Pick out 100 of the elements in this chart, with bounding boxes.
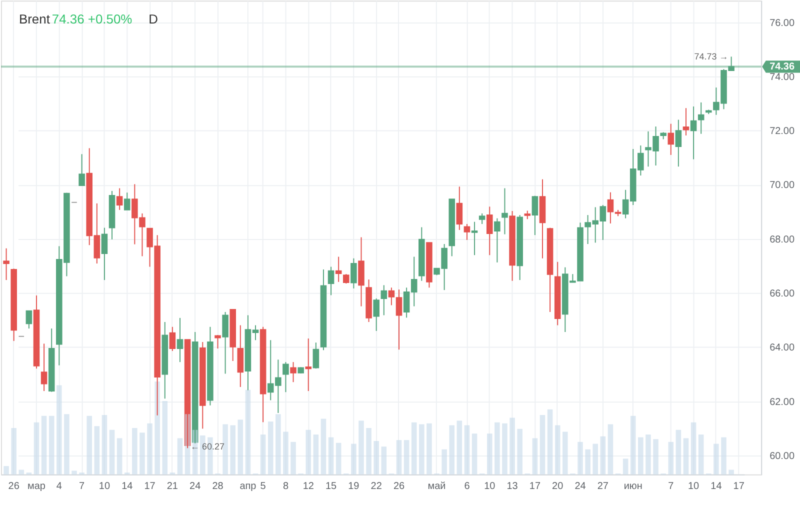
bar xyxy=(72,470,77,474)
x-tick-label: 6 xyxy=(464,480,470,492)
bar xyxy=(646,434,651,474)
x-tick-label: 14 xyxy=(122,480,134,492)
x-tick-label: 7 xyxy=(79,480,86,492)
x-tick-label: 20 xyxy=(552,480,564,492)
x-tick-label: 28 xyxy=(212,480,224,492)
bar xyxy=(419,424,424,474)
bar xyxy=(668,442,674,474)
bar xyxy=(547,409,553,474)
candlestick xyxy=(524,210,531,220)
ref-line-label: 74.36 xyxy=(770,62,795,73)
x-tick-label: 26 xyxy=(393,480,405,492)
x-tick-label: 19 xyxy=(348,480,360,492)
x-tick-label: 24 xyxy=(574,480,586,492)
bar xyxy=(238,420,244,474)
bar xyxy=(683,438,689,474)
annotation: ← 60.27 xyxy=(190,441,224,452)
bar xyxy=(426,423,432,474)
candlestick xyxy=(682,108,690,136)
bar xyxy=(336,442,342,474)
bar xyxy=(358,420,364,474)
bar xyxy=(132,428,138,474)
bar xyxy=(245,390,251,474)
bar xyxy=(578,442,583,474)
bar xyxy=(116,438,122,474)
x-tick-label: 10 xyxy=(98,480,110,492)
bar xyxy=(276,414,281,474)
text: Brent xyxy=(18,12,50,27)
bar xyxy=(48,416,54,474)
x-tick-label: 15 xyxy=(325,480,338,492)
bar xyxy=(11,428,16,474)
bar xyxy=(464,425,470,474)
x-tick-label: 7 xyxy=(668,480,674,492)
bar xyxy=(396,440,402,474)
x-tick-label: 17 xyxy=(733,480,745,492)
x-tick-label: 26 xyxy=(8,480,20,492)
bar xyxy=(532,438,538,474)
x-tick-label: 17 xyxy=(529,480,541,492)
annotation: D xyxy=(148,12,158,27)
y-tick-label: 62.00 xyxy=(770,396,795,408)
bar xyxy=(442,449,447,474)
bar xyxy=(162,401,168,474)
x-tick-label: 22 xyxy=(370,480,382,492)
x-tick-label: апр xyxy=(240,480,257,492)
bar xyxy=(714,444,719,474)
bar xyxy=(374,440,379,474)
bar xyxy=(366,428,372,474)
bar xyxy=(562,432,568,474)
y-tick-label: 70.00 xyxy=(770,180,795,192)
bar xyxy=(283,432,288,474)
bar xyxy=(517,428,522,474)
y-tick-label: 68.00 xyxy=(770,234,795,246)
bar xyxy=(306,430,312,474)
x-tick-label: 13 xyxy=(506,480,518,492)
bar xyxy=(540,414,546,474)
bar xyxy=(381,446,387,474)
bar xyxy=(177,438,183,474)
bar xyxy=(4,466,9,474)
x-tick-label: 17 xyxy=(144,480,156,492)
bar xyxy=(411,422,417,474)
bar xyxy=(456,420,462,474)
bar xyxy=(313,434,319,474)
bar xyxy=(94,426,100,474)
x-tick-label: 21 xyxy=(166,480,178,492)
bar xyxy=(630,416,636,474)
bar xyxy=(64,414,70,474)
annotation: 74.73 → xyxy=(694,51,728,62)
x-tick-label: май xyxy=(428,480,446,492)
x-tick-label: 5 xyxy=(260,480,266,492)
bar xyxy=(510,418,515,474)
text: 74.36 +0.50% xyxy=(52,12,133,27)
bar xyxy=(608,424,614,474)
bar xyxy=(86,416,92,474)
bar xyxy=(147,423,152,474)
bar xyxy=(56,385,62,474)
bar xyxy=(728,470,734,474)
candlestick xyxy=(124,192,130,210)
bar xyxy=(638,437,644,474)
x-tick-label: 27 xyxy=(597,480,609,492)
candlestick xyxy=(78,154,85,186)
bar xyxy=(222,424,228,474)
x-tick-label: 14 xyxy=(710,480,722,492)
bar xyxy=(486,434,492,474)
bar xyxy=(404,440,410,474)
bar xyxy=(351,444,356,474)
y-tick-label: 66.00 xyxy=(770,288,795,300)
bar xyxy=(472,434,478,474)
x-tick-label: 4 xyxy=(56,480,62,492)
candlestick xyxy=(373,298,380,332)
bar xyxy=(34,422,40,474)
x-tick-label: 12 xyxy=(302,480,314,492)
y-tick-label: 72.00 xyxy=(770,126,795,138)
bar xyxy=(690,422,696,474)
bar xyxy=(230,425,236,474)
bar xyxy=(154,382,160,474)
bar xyxy=(328,437,334,474)
bar xyxy=(140,432,145,474)
bar xyxy=(502,423,508,474)
bar xyxy=(585,449,590,474)
